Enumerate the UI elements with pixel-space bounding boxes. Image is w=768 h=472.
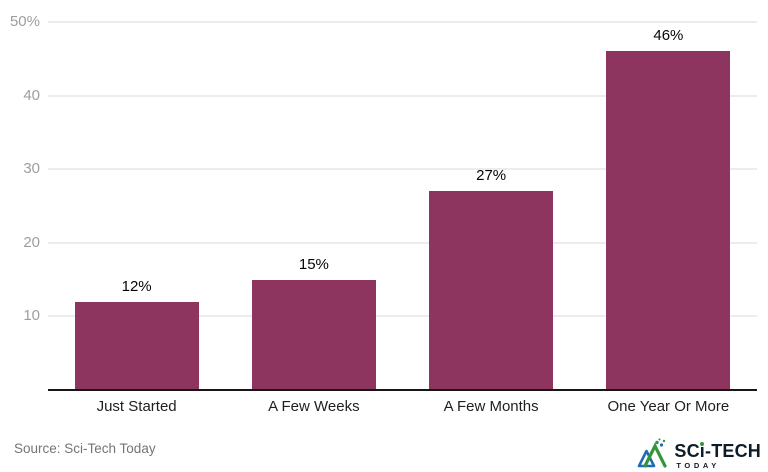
- bar-a-few-weeks: [251, 279, 376, 390]
- gridline-20: [48, 241, 757, 244]
- gridline-50: [48, 21, 757, 23]
- bar-slot: 46%: [580, 22, 757, 390]
- y-tick-label-40: 40: [23, 86, 40, 104]
- y-tick-label-10: 10: [23, 307, 40, 325]
- x-axis-label: One Year Or More: [607, 398, 730, 415]
- y-tick-label-50: 50%: [9, 13, 40, 30]
- bar-value-label: 15%: [298, 255, 329, 273]
- bar-value-label: 27%: [476, 167, 507, 185]
- bar-series: 12% 15% 27% 46%: [48, 22, 757, 390]
- bar-value-label: 46%: [653, 27, 684, 45]
- bar-just-started: [74, 301, 199, 390]
- y-axis-labels: 10 20 30 40 50%: [0, 13, 40, 390]
- logo-subtitle: TODAY: [676, 460, 720, 470]
- bar-one-year-or-more: [606, 51, 731, 390]
- gridline-10: [48, 315, 757, 318]
- x-axis-line: [48, 389, 757, 391]
- logo-title-prefix: SC: [674, 440, 700, 461]
- bar-slot: 12%: [48, 22, 225, 390]
- x-axis-labels: Just Started A Few Weeks A Few Months One Y…: [48, 398, 757, 416]
- source-text: Source: Sci-Tech Today: [14, 441, 156, 456]
- logo-title-suffix: -TECH: [705, 440, 761, 461]
- logo-title: SCi-TECH: [674, 442, 761, 460]
- scitech-logo: SCi-TECH TODAY: [636, 438, 761, 469]
- bar-value-label: 12%: [121, 277, 152, 295]
- gridline-40: [48, 94, 757, 97]
- bar-a-few-months: [429, 191, 554, 390]
- mountain-triangle-icon: [638, 438, 667, 468]
- bar-slot: 27%: [403, 22, 580, 390]
- y-tick-label-30: 30: [23, 160, 40, 178]
- y-tick-label-20: 20: [23, 233, 40, 251]
- plot-area: 12% 15% 27% 46%: [48, 21, 757, 391]
- x-axis-label: A Few Weeks: [268, 398, 360, 415]
- x-axis-label: A Few Months: [443, 398, 539, 415]
- logo-text: SCi-TECH TODAY: [674, 442, 761, 470]
- bar-slot: 15%: [225, 22, 402, 390]
- x-axis-label: Just Started: [96, 398, 177, 415]
- gridline-30: [48, 168, 757, 171]
- logo-title-i: i: [699, 440, 705, 461]
